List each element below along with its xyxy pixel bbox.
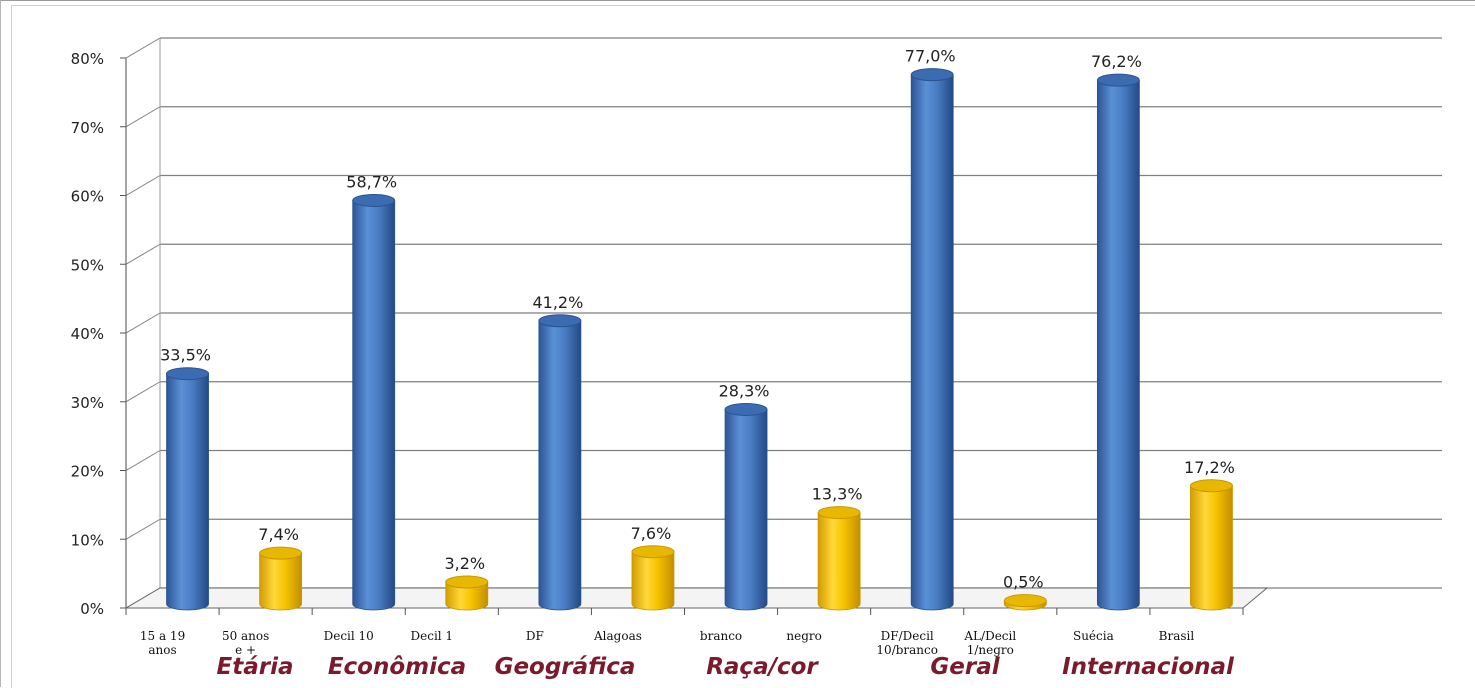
chart-inner-border [11, 5, 1475, 688]
category-label: e + [235, 643, 256, 657]
axes: 0% 10% 20% 30% 40% 50% 60% 70% 80% [71, 38, 1269, 618]
bar-body [724, 409, 768, 611]
y-tick-label: 30% [71, 394, 104, 412]
bar-10 [1096, 73, 1140, 611]
gridline-depth [125, 243, 161, 265]
bar-body [352, 200, 396, 611]
category-label: Alagoas [593, 629, 642, 643]
data-label: 58,7% [346, 172, 397, 191]
category-label: 1/negro [967, 643, 1014, 657]
bar-top [817, 506, 861, 520]
bar-top [166, 367, 210, 381]
bar-body [538, 320, 582, 611]
bar-7 [817, 506, 861, 611]
bar-body [1190, 485, 1233, 611]
data-label: 77,0% [905, 47, 956, 66]
category-label: AL/Decil [963, 629, 1016, 643]
bar-body [166, 373, 209, 611]
y-tick-label: 60% [71, 188, 104, 206]
data-label: 13,3% [812, 485, 863, 504]
data-label: 0,5% [1003, 573, 1044, 592]
data-label: 76,2% [1091, 52, 1142, 71]
gridline-depth [125, 450, 161, 471]
bar-9 [1003, 594, 1047, 611]
y-tick-label: 50% [71, 256, 104, 274]
data-label: 28,3% [719, 381, 770, 400]
y-tick-label: 40% [71, 325, 104, 343]
category-label: 10/branco [876, 643, 938, 657]
category-label: Suécia [1073, 629, 1114, 643]
bar-body [631, 551, 675, 611]
gridline-depth [125, 312, 161, 334]
category-label: DF/Decil [881, 629, 934, 643]
bar-body [817, 512, 861, 611]
y-tick-label: 0% [80, 600, 104, 618]
gridlines [125, 37, 1442, 609]
category-label: Decil 10 [324, 629, 374, 643]
data-label: 7,6% [631, 524, 672, 543]
bar-body [259, 552, 303, 611]
category-label: 15 a 19 [140, 629, 185, 643]
y-tick-label: 70% [71, 119, 104, 137]
gridline-depth [125, 518, 161, 540]
category-label: Brasil [1159, 629, 1195, 643]
bar-0 [166, 367, 210, 611]
group-label: Etária [217, 654, 294, 680]
group-label: Internacional [1062, 654, 1235, 680]
data-label: 17,2% [1184, 458, 1235, 477]
bar-5 [631, 545, 675, 611]
data-label: 7,4% [258, 525, 299, 544]
bar-11 [1189, 479, 1233, 611]
category-label: branco [700, 629, 742, 643]
group-label: Raça/cor [706, 654, 819, 680]
bar-body [1096, 79, 1140, 611]
category-label: anos [148, 643, 176, 657]
gridline-depth [125, 37, 161, 59]
group-label: Geral [930, 654, 1000, 680]
bar-top [910, 68, 954, 82]
data-label: 41,2% [532, 293, 583, 312]
bar-1 [259, 546, 303, 611]
data-label: 3,2% [444, 554, 485, 573]
category-label: DF [526, 629, 544, 643]
bar-2 [352, 193, 396, 611]
group-label: Econômica [328, 654, 466, 680]
bar-8 [910, 68, 954, 611]
bar-top [259, 546, 303, 560]
data-label: 33,5% [160, 346, 211, 365]
bar-body [445, 581, 489, 611]
y-tick-label: 10% [71, 531, 104, 549]
gridline-depth [125, 106, 161, 128]
bar-top [352, 193, 396, 207]
bar-top [724, 402, 768, 416]
bar-top [1189, 479, 1233, 493]
category-label: 50 anos [222, 629, 269, 643]
bar-top [1096, 73, 1140, 87]
bar-top [445, 575, 489, 589]
bar-top [631, 545, 675, 559]
category-label: Decil 1 [411, 629, 454, 643]
bar-3 [445, 575, 489, 611]
category-label: negro [786, 629, 821, 643]
y-tick-label: 20% [71, 463, 104, 481]
gridline-depth [125, 381, 161, 403]
gridline-depth [125, 175, 161, 196]
bar-body [910, 74, 954, 611]
bars [166, 68, 1233, 611]
bar-4 [538, 314, 582, 611]
group-label: Geográfica [495, 654, 636, 680]
bar-6 [724, 402, 768, 611]
bar-top [538, 314, 582, 328]
y-tick-label: 80% [71, 50, 104, 68]
bar-top [1003, 594, 1047, 608]
